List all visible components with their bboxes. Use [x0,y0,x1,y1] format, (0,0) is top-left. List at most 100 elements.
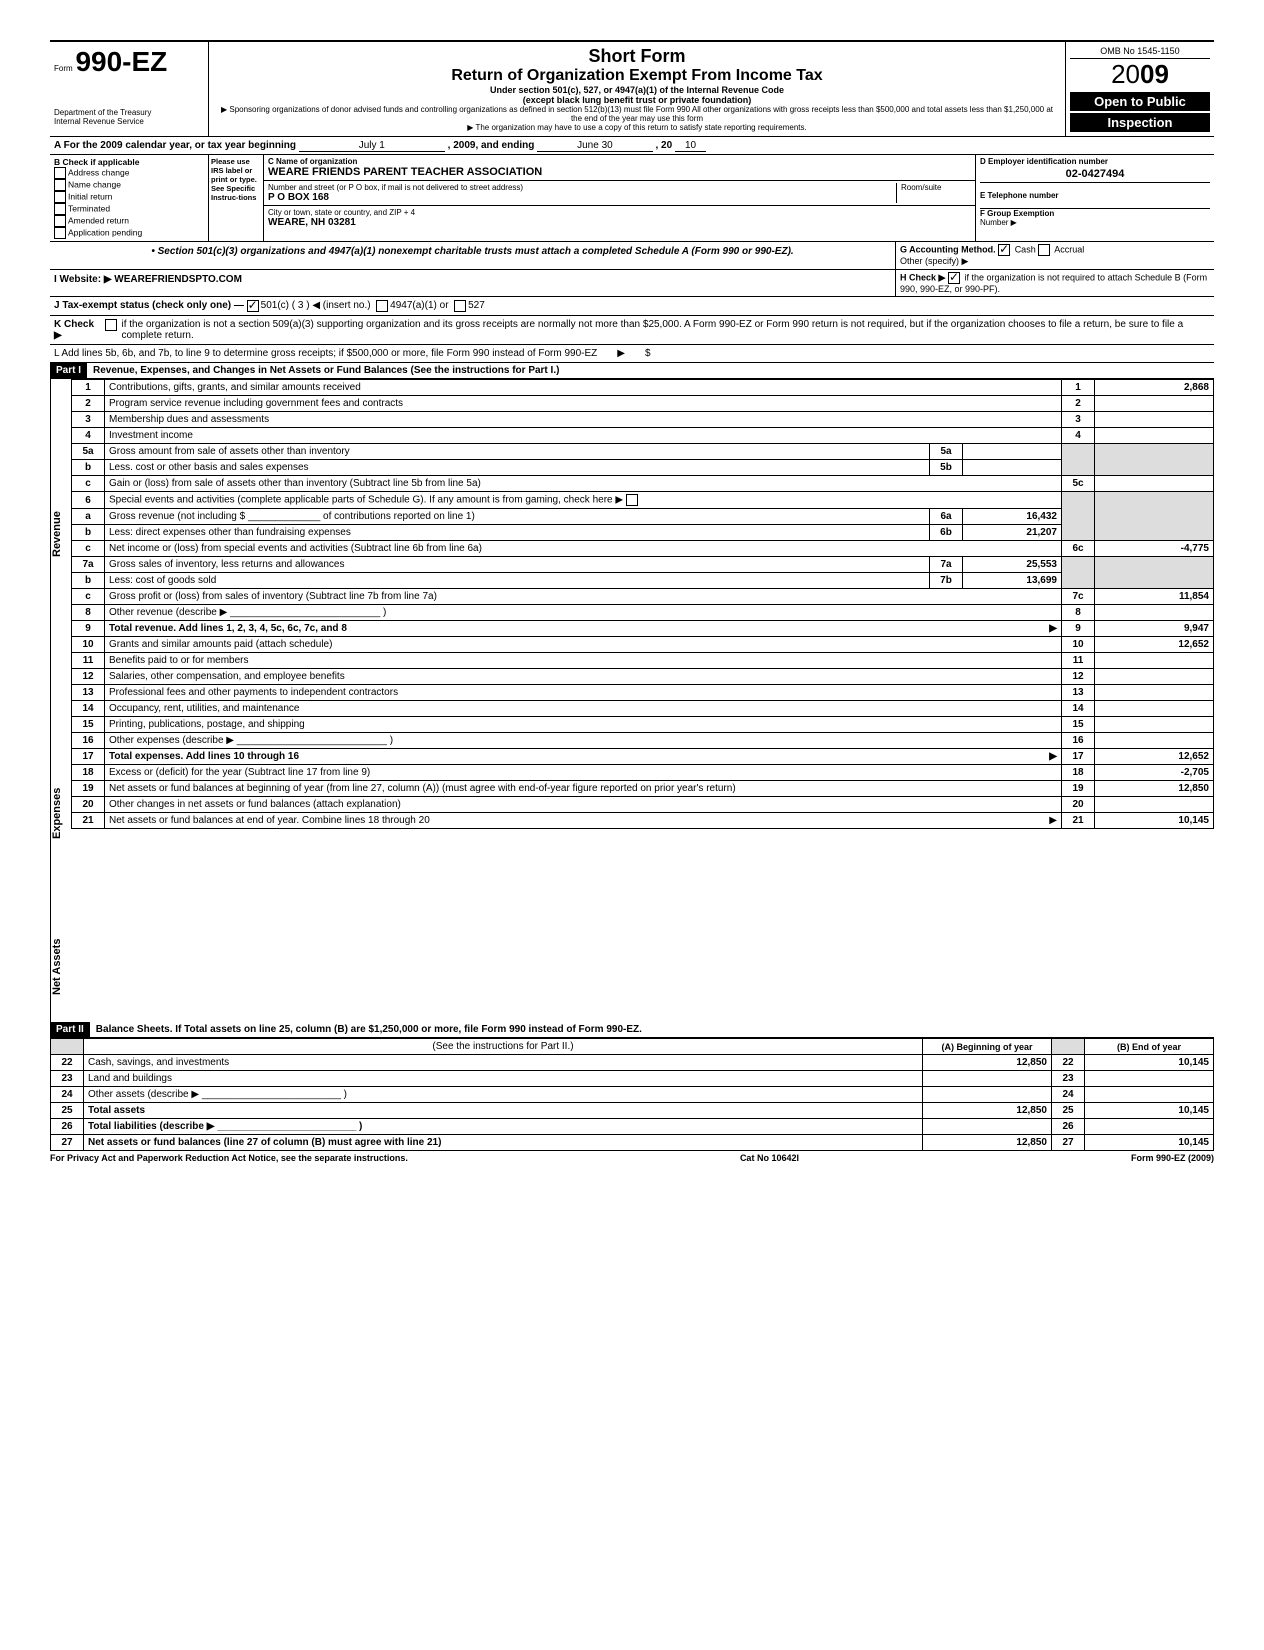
l21-amt[interactable]: 10,145 [1095,813,1214,829]
checkbox-icon[interactable] [54,227,66,239]
tax-year: 2009 [1070,59,1210,90]
l16-amt[interactable] [1095,733,1214,749]
org-name[interactable]: WEARE FRIENDS PARENT TEACHER ASSOCIATION [268,166,971,178]
checkbox-icon[interactable] [54,167,66,179]
part2-header: Part II Balance Sheets. If Total assets … [50,1022,1214,1038]
j-4947-checkbox-icon[interactable] [376,300,388,312]
checkbox-icon[interactable] [54,215,66,227]
accrual-checkbox-icon[interactable] [1038,244,1050,256]
l5b-midamt[interactable] [963,460,1062,476]
l7b-midamt[interactable]: 13,699 [963,573,1062,589]
l18-amt[interactable]: -2,705 [1095,765,1214,781]
j-label: J Tax-exempt status (check only one) — [54,300,244,312]
shade [1052,1039,1085,1055]
part1-body: Revenue Expenses Net Assets 1Contributio… [50,379,1214,1022]
l17-amt[interactable]: 12,652 [1095,749,1214,765]
l12-num: 12 [72,669,105,685]
l26-b[interactable] [1085,1119,1214,1135]
l11-amt[interactable] [1095,653,1214,669]
website-value[interactable]: WEAREFRIENDSPTO.COM [114,274,242,285]
l7a-midamt[interactable]: 25,553 [963,557,1062,573]
j-501c-checkbox-icon[interactable] [247,300,259,312]
l9-amt[interactable]: 9,947 [1095,621,1214,637]
l26-a[interactable] [923,1119,1052,1135]
l6c-amt[interactable]: -4,775 [1095,541,1214,557]
line-3: 3Membership dues and assessments3 [72,412,1214,428]
l23-a[interactable] [923,1071,1052,1087]
l6b-midamt[interactable]: 21,207 [963,525,1062,541]
l21-desc-cell: Net assets or fund balances at end of ye… [105,813,1062,829]
ein-value[interactable]: 02-0427494 [980,166,1210,183]
l7c-amt[interactable]: 11,854 [1095,589,1214,605]
j-4947: 4947(a)(1) or [390,300,448,312]
checkbox-icon[interactable] [54,191,66,203]
gaming-checkbox-icon[interactable] [626,494,638,506]
check-pending[interactable]: Application pending [54,227,204,239]
l9-arrow: ▶ [1049,623,1057,634]
city-value[interactable]: WEARE, NH 03281 [268,217,971,228]
l10-amt[interactable]: 12,652 [1095,637,1214,653]
l3-amt[interactable] [1095,412,1214,428]
checkbox-icon[interactable] [54,179,66,191]
l5a-midamt[interactable] [963,444,1062,460]
check-address[interactable]: Address change [54,167,204,179]
po-box[interactable]: P O BOX 168 [268,192,896,203]
tax-year-begin[interactable]: July 1 [299,140,445,152]
l27-b[interactable]: 10,145 [1085,1135,1214,1151]
h-checkbox-icon[interactable] [948,272,960,284]
f-number: Number ▶ [980,218,1210,227]
l9-desc: Total revenue. Add lines 1, 2, 3, 4, 5c,… [109,623,347,634]
l12-amt[interactable] [1095,669,1214,685]
copy-text: ▶ The organization may have to use a cop… [217,123,1057,132]
l5a-mid: 5a [930,444,963,460]
check-name[interactable]: Name change [54,179,204,191]
l6-num: 6 [72,492,105,509]
cash-checkbox-icon[interactable] [998,244,1010,256]
l22-b[interactable]: 10,145 [1085,1055,1214,1071]
col-b-header: (B) End of year [1085,1039,1214,1055]
l24-a[interactable] [923,1087,1052,1103]
l20-amt[interactable] [1095,797,1214,813]
l14-amt[interactable] [1095,701,1214,717]
l12-desc: Salaries, other compensation, and employ… [105,669,1062,685]
line-1: 1Contributions, gifts, grants, and simil… [72,380,1214,396]
l6a-midamt[interactable]: 16,432 [963,509,1062,525]
l24-b[interactable] [1085,1087,1214,1103]
l13-amt[interactable] [1095,685,1214,701]
l22-a[interactable]: 12,850 [923,1055,1052,1071]
city-row: City or town, state or country, and ZIP … [264,206,975,230]
l26-num: 26 [51,1119,84,1135]
part2-title: Balance Sheets. If Total assets on line … [90,1022,648,1037]
l24-box: 24 [1052,1087,1085,1103]
checkbox-icon[interactable] [54,203,66,215]
b-header: B Check if applicable [54,157,204,167]
l2-amt[interactable] [1095,396,1214,412]
k-checkbox-icon[interactable] [105,319,117,331]
check-terminated[interactable]: Terminated [54,203,204,215]
l3-desc: Membership dues and assessments [105,412,1062,428]
l27-a[interactable]: 12,850 [923,1135,1052,1151]
tax-year-val[interactable]: 10 [675,140,706,152]
c-label: C Name of organization [268,157,971,166]
l5c-amt[interactable] [1095,476,1214,492]
part1-table: 1Contributions, gifts, grants, and simil… [71,379,1214,829]
l25-a[interactable]: 12,850 [923,1103,1052,1119]
row-a-label: A For the 2009 calendar year, or tax yea… [54,140,296,151]
l4-amt[interactable] [1095,428,1214,444]
part2-see: (See the instructions for Part II.) [84,1039,923,1055]
check-amended[interactable]: Amended return [54,215,204,227]
expenses-label: Expenses [50,729,71,917]
l23-b[interactable] [1085,1071,1214,1087]
l16-box: 16 [1062,733,1095,749]
l8-box: 8 [1062,605,1095,621]
l1-amt[interactable]: 2,868 [1095,380,1214,396]
line-22: 22Cash, savings, and investments12,85022… [51,1055,1214,1071]
l8-amt[interactable] [1095,605,1214,621]
line-5a: 5aGross amount from sale of assets other… [72,444,1214,460]
check-initial[interactable]: Initial return [54,191,204,203]
l19-amt[interactable]: 12,850 [1095,781,1214,797]
j-527-checkbox-icon[interactable] [454,300,466,312]
l25-b[interactable]: 10,145 [1085,1103,1214,1119]
tax-year-end[interactable]: June 30 [537,140,653,152]
l15-amt[interactable] [1095,717,1214,733]
